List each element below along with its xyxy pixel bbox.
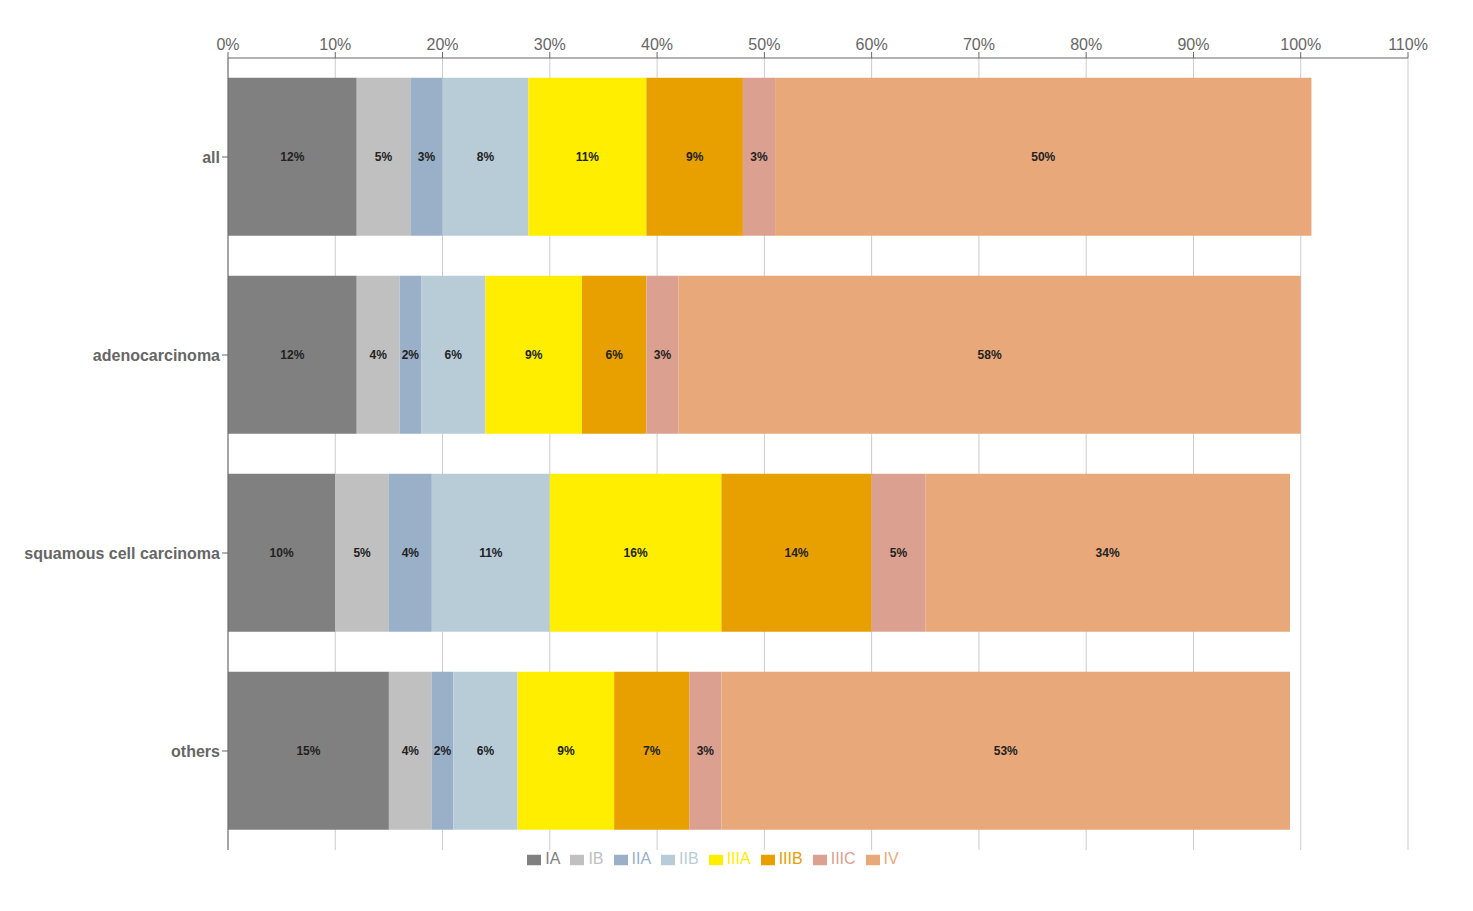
html-text:IIIA: IIIA xyxy=(726,850,751,867)
svg-text:adenocarcinoma: adenocarcinoma xyxy=(93,347,220,364)
svg-text:90%: 90% xyxy=(1177,36,1209,53)
html-text:IB: IB xyxy=(588,850,604,867)
svg-text:10%: 10% xyxy=(319,36,351,53)
svg-text:16%: 16% xyxy=(624,546,648,560)
svg-text:34%: 34% xyxy=(1096,546,1120,560)
svg-text:3%: 3% xyxy=(697,744,715,758)
svg-text:3%: 3% xyxy=(418,150,436,164)
html-text:IIIC: IIIC xyxy=(830,850,856,867)
svg-text:80%: 80% xyxy=(1070,36,1102,53)
svg-text:15%: 15% xyxy=(296,744,320,758)
svg-text:11%: 11% xyxy=(576,150,600,164)
svg-text:20%: 20% xyxy=(427,36,459,53)
svg-text:10%: 10% xyxy=(270,546,294,560)
svg-text:8%: 8% xyxy=(477,150,495,164)
svg-text:9%: 9% xyxy=(686,150,704,164)
svg-text:53%: 53% xyxy=(994,744,1018,758)
svg-text:11%: 11% xyxy=(479,546,503,560)
svg-text:3%: 3% xyxy=(750,150,768,164)
svg-text:squamous cell carcinoma: squamous cell carcinoma xyxy=(24,545,220,562)
svg-text:110%: 110% xyxy=(1388,36,1428,53)
svg-text:4%: 4% xyxy=(402,546,420,560)
svg-text:40%: 40% xyxy=(641,36,673,53)
html-text:IIB: IIB xyxy=(679,850,699,867)
svg-text:4%: 4% xyxy=(370,348,388,362)
svg-text:5%: 5% xyxy=(375,150,393,164)
svg-text:0%: 0% xyxy=(216,36,239,53)
svg-text:all: all xyxy=(202,149,220,166)
svg-text:30%: 30% xyxy=(534,36,566,53)
svg-text:5%: 5% xyxy=(890,546,908,560)
svg-text:3%: 3% xyxy=(654,348,672,362)
svg-text:4%: 4% xyxy=(402,744,420,758)
svg-text:100%: 100% xyxy=(1280,36,1321,53)
html-text:IV: IV xyxy=(883,850,899,867)
svg-text:2%: 2% xyxy=(434,744,452,758)
svg-text:9%: 9% xyxy=(557,744,575,758)
svg-text:12%: 12% xyxy=(280,348,304,362)
svg-text:6%: 6% xyxy=(606,348,624,362)
html-text:IIIB: IIIB xyxy=(778,850,803,867)
svg-text:50%: 50% xyxy=(1031,150,1055,164)
svg-text:58%: 58% xyxy=(978,348,1002,362)
svg-text:12%: 12% xyxy=(280,150,304,164)
svg-text:2%: 2% xyxy=(402,348,420,362)
svg-text:9%: 9% xyxy=(525,348,543,362)
svg-text:5%: 5% xyxy=(353,546,371,560)
html-text:IIA: IIA xyxy=(631,850,652,867)
svg-text:others: others xyxy=(171,743,220,760)
svg-text:14%: 14% xyxy=(785,546,809,560)
svg-text:50%: 50% xyxy=(748,36,780,53)
svg-text:7%: 7% xyxy=(643,744,661,758)
html-text:IA: IA xyxy=(545,850,561,867)
svg-text:6%: 6% xyxy=(445,348,463,362)
svg-text:60%: 60% xyxy=(856,36,888,53)
svg-text:70%: 70% xyxy=(963,36,995,53)
svg-text:6%: 6% xyxy=(477,744,495,758)
